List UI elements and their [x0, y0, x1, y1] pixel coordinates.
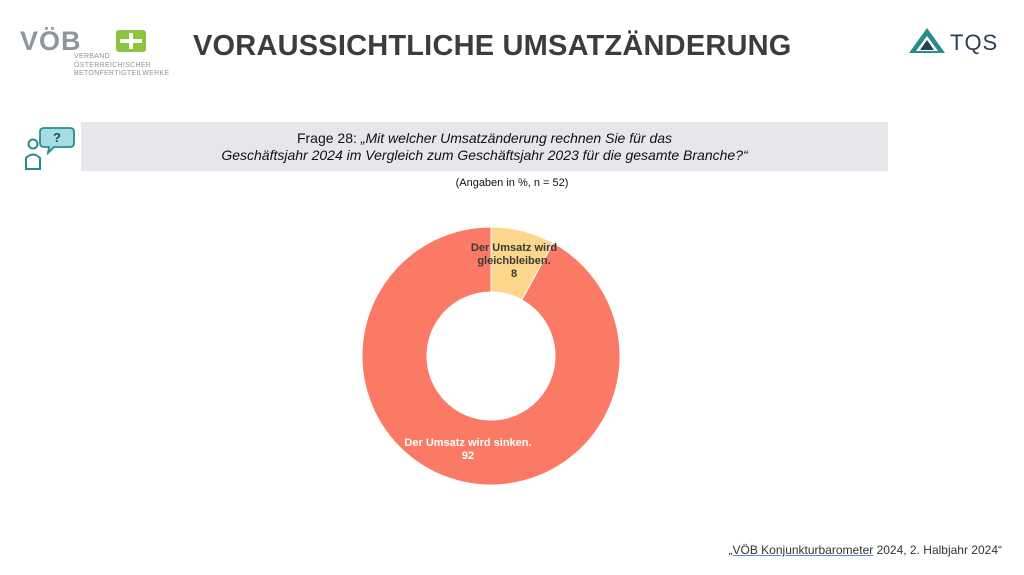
tqs-logo: TQS	[908, 26, 1008, 56]
svg-text:?: ?	[53, 130, 61, 145]
voeb-logo-mark	[116, 30, 146, 52]
person-question-icon: ?	[25, 127, 75, 170]
slice-label-line: Der Umsatz wird	[471, 242, 557, 254]
question-line2: Geschäftsjahr 2024 im Vergleich zum Gesc…	[221, 147, 748, 163]
voeb-logo-text: VÖB	[20, 26, 82, 56]
page-title: VORAUSSICHTLICHE UMSATZÄNDERUNG	[193, 30, 792, 62]
donut-slice-sinken	[361, 226, 621, 486]
voeb-logo: VÖB VERBAND ÖSTERREICHISCHER BETONFERTIG…	[18, 26, 188, 79]
voeb-logo-subtitle: VERBAND ÖSTERREICHISCHER BETONFERTIGTEIL…	[74, 53, 188, 79]
source-footer: „VÖB Konjunkturbarometer 2024, 2. Halbja…	[729, 543, 1003, 557]
tqs-logo-text: TQS	[950, 30, 999, 55]
slice-label-sinken: Der Umsatz wird sinken. 92	[404, 437, 531, 462]
slice-value: 92	[462, 450, 474, 462]
source-link[interactable]: „VÖB Konjunkturbarometer	[728, 543, 874, 557]
question-line1: „Mit welcher Umsatzänderung rechnen Sie …	[360, 130, 673, 146]
sample-note: (Angaben in %, n = 52)	[455, 177, 569, 189]
slice-label-gleichbleiben: Der Umsatz wird gleichbleiben. 8	[471, 242, 557, 280]
slice-label-line: gleichbleiben.	[477, 255, 550, 267]
tqs-logo-triangle-icon	[909, 28, 945, 53]
slice-value: 8	[511, 268, 517, 280]
slice-label-line: Der Umsatz wird sinken.	[404, 437, 531, 449]
question-box: Frage 28: „Mit welcher Umsatzänderung re…	[81, 122, 888, 171]
voeb-subtitle-line2: BETONFERTIGTEILWERKE	[74, 70, 170, 77]
voeb-subtitle-line1: VERBAND ÖSTERREICHISCHER	[74, 53, 152, 69]
source-rest: 2024, 2. Halbjahr 2024“	[873, 543, 1002, 557]
question-prefix: Frage 28:	[296, 130, 361, 146]
